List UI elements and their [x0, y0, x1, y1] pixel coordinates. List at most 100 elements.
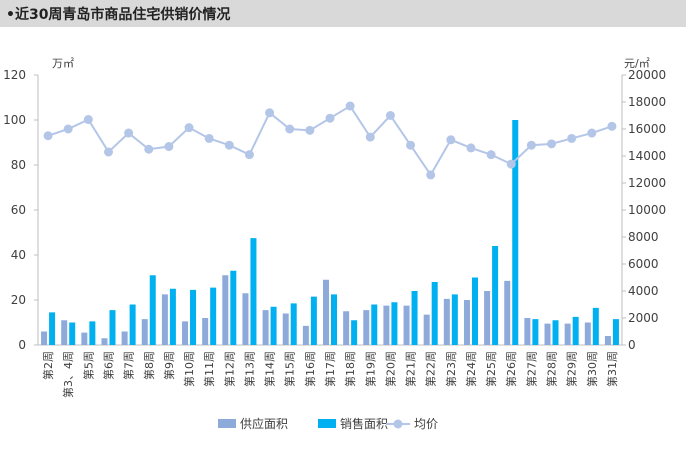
point-price [506, 159, 516, 169]
point-price [406, 140, 416, 150]
legend-label-supply: 供应面积 [240, 416, 288, 431]
right-axis-unit: 元/㎡ [624, 57, 650, 70]
title-bar: •近30周青岛市商品住宅供销价情况 [0, 0, 686, 27]
bar-supply [222, 275, 229, 345]
bar-sales [149, 275, 156, 345]
x-tick-label: 第18周 [343, 351, 357, 387]
bar-sales [250, 238, 257, 345]
bar-sales [129, 304, 136, 345]
point-price [567, 133, 577, 143]
point-price [325, 113, 335, 123]
point-price [244, 150, 254, 160]
x-tick-label: 第25周 [484, 351, 498, 387]
point-price [204, 133, 214, 143]
right-tick-label: 16000 [628, 122, 666, 136]
bar-supply [403, 305, 410, 345]
point-price [164, 142, 174, 152]
bar-sales [69, 322, 76, 345]
point-price [486, 150, 496, 160]
bar-supply [564, 323, 571, 345]
bar-supply [302, 325, 309, 345]
x-tick-label: 第21周 [404, 351, 418, 387]
bar-supply [182, 321, 189, 345]
bar-sales [471, 277, 478, 345]
bar-supply [383, 305, 390, 345]
bar-supply [323, 279, 329, 345]
bar-supply [282, 313, 289, 345]
bar-sales [190, 289, 197, 345]
bar-sales [512, 120, 519, 345]
x-tick-label: 第24周 [464, 351, 478, 387]
right-tick-label: 18000 [628, 95, 666, 109]
bar-supply [524, 318, 531, 345]
left-tick-label: 60 [11, 203, 26, 217]
bar-sales [411, 291, 418, 345]
bar-sales [49, 312, 56, 345]
bar-sales [532, 319, 539, 345]
legend-label-price: 均价 [414, 417, 438, 431]
point-price [426, 170, 436, 180]
x-tick-label: 第20周 [383, 351, 397, 387]
x-tick-label: 第13周 [242, 351, 256, 387]
point-price [607, 121, 617, 131]
bar-sales [331, 294, 337, 345]
point-price [124, 128, 134, 138]
bar-supply [584, 322, 591, 345]
bar-supply [363, 310, 370, 345]
bar-sales [109, 310, 116, 345]
bar-supply [463, 300, 470, 345]
bar-supply [443, 298, 450, 345]
bar-sales [612, 319, 619, 345]
x-tick-label: 第29周 [565, 351, 579, 387]
legend-swatch-supply [218, 419, 236, 428]
x-tick-label: 第14周 [263, 351, 277, 387]
legend-swatch-sales [318, 419, 336, 428]
legend-marker-price [393, 419, 403, 429]
bar-supply [41, 331, 48, 345]
point-price [43, 131, 53, 141]
x-tick-label: 第5周 [81, 351, 95, 380]
bar-supply [161, 294, 168, 345]
bar-sales [431, 282, 438, 345]
x-tick-label: 第31周 [605, 351, 619, 387]
x-tick-label: 第27周 [524, 351, 538, 387]
right-tick-label: 14000 [628, 149, 666, 163]
bar-supply [242, 293, 249, 345]
right-tick-label: 10000 [628, 203, 666, 217]
x-tick-label: 第30周 [585, 351, 599, 387]
point-price [547, 139, 557, 149]
x-tick-label: 第17周 [323, 351, 337, 387]
bar-sales [290, 303, 297, 345]
right-tick-label: 0 [628, 338, 636, 352]
bar-sales [230, 270, 237, 345]
chart-title: •近30周青岛市商品住宅供销价情况 [6, 7, 231, 23]
bar-supply [61, 320, 68, 345]
bar-supply [141, 319, 148, 345]
point-price [83, 115, 93, 125]
bar-sales [210, 287, 217, 345]
x-tick-label: 第9周 [162, 351, 176, 380]
x-tick-label: 第12周 [222, 351, 236, 387]
left-tick-label: 100 [3, 113, 26, 127]
point-price [446, 135, 456, 145]
x-tick-label: 第8周 [142, 351, 156, 380]
right-tick-label: 8000 [628, 230, 659, 244]
bar-sales [492, 246, 499, 345]
bar-supply [121, 331, 128, 345]
bar-sales [592, 307, 599, 345]
x-tick-label: 第11周 [202, 351, 216, 387]
x-tick-label: 第23周 [444, 351, 458, 387]
bar-supply [504, 280, 511, 345]
bar-sales [351, 320, 358, 345]
bar-supply [544, 323, 551, 345]
x-tick-label: 第10周 [182, 351, 196, 387]
bar-sales [572, 316, 579, 345]
point-price [265, 108, 275, 118]
point-price [103, 147, 113, 157]
bar-supply [202, 318, 209, 345]
x-tick-label: 第3、4周 [61, 351, 75, 398]
bar-supply [343, 311, 350, 345]
bar-supply [101, 338, 108, 345]
bar-sales [451, 294, 458, 345]
point-price [63, 124, 73, 134]
